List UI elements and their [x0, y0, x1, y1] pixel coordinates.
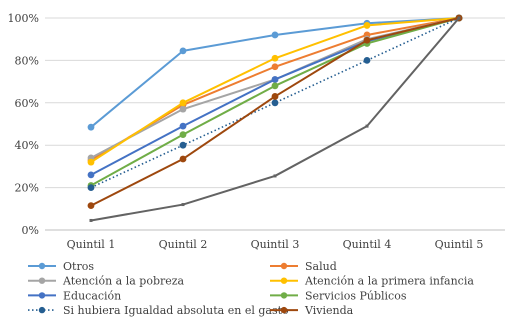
legend-item-servicios-publicos: Servicios Públicos — [270, 289, 407, 302]
legend-swatch-marker — [38, 292, 46, 299]
legend-label: Atención a la pobreza — [62, 275, 185, 288]
y-tick-label: 20% — [15, 182, 39, 195]
x-axis-ticks: Quintil 1 Quintil 2 Quintil 3 Quintil 4 Quin… — [67, 238, 484, 251]
legend-item-atencion-a-la-pobreza: Atención a la pobreza — [28, 275, 185, 288]
gridlines — [45, 17, 505, 231]
data-point — [457, 16, 461, 20]
series-line — [90, 17, 460, 164]
data-point — [87, 123, 95, 131]
y-axis-ticks: 0% 20% 40% 60% 80% 100% — [8, 12, 39, 237]
legend-label: Atención a la primera infancia — [304, 275, 474, 288]
data-point — [87, 184, 95, 192]
data-point — [363, 36, 371, 44]
data-point — [179, 47, 187, 55]
data-point — [87, 158, 95, 166]
x-tick-label: Quintil 5 — [435, 238, 484, 251]
x-tick-label: Quintil 4 — [343, 238, 392, 251]
data-point — [179, 99, 187, 107]
series-unlabeled — [89, 16, 461, 222]
legend-label: Servicios Públicos — [305, 289, 407, 302]
legend-swatch-marker — [280, 306, 288, 314]
y-tick-label: 100% — [8, 12, 39, 25]
y-tick-label: 80% — [15, 54, 39, 67]
data-point — [271, 63, 279, 71]
legend-swatch-marker — [38, 277, 46, 284]
legend-item-si-hubiera-igualdad-absoluta-en-el-gasto: Si hubiera Igualdad absoluta en el gasto — [28, 304, 289, 317]
legend-item-salud: Salud — [270, 260, 337, 273]
data-point — [363, 57, 371, 64]
data-point — [179, 131, 187, 139]
legend-swatch-marker — [280, 277, 288, 284]
data-point — [271, 82, 279, 90]
series-line — [90, 17, 460, 207]
legend-swatch-marker — [280, 262, 288, 270]
data-point — [363, 22, 371, 29]
legend-item-atencion-a-la-primera-infancia: Atención a la primera infancia — [270, 275, 474, 288]
data-point — [181, 203, 185, 207]
legend-item-otros: Otros — [28, 260, 94, 273]
y-tick-label: 40% — [15, 139, 39, 152]
series-line — [90, 17, 460, 222]
data-point — [179, 105, 187, 113]
data-point — [89, 218, 93, 222]
series-vivienda — [87, 14, 463, 210]
data-point — [179, 141, 187, 149]
legend-item-vivienda: Vivienda — [270, 304, 354, 317]
legend-label: Salud — [305, 260, 337, 273]
legend-label: Educación — [63, 289, 121, 302]
legend-swatch-marker — [38, 306, 46, 314]
data-point — [273, 174, 277, 178]
data-point — [365, 124, 369, 128]
data-point — [271, 93, 279, 100]
x-tick-label: Quintil 3 — [251, 238, 300, 251]
legend-swatch-marker — [280, 292, 288, 299]
data-point — [87, 202, 95, 210]
y-tick-label: 0% — [22, 224, 39, 237]
data-point — [179, 122, 187, 130]
data-point — [271, 54, 279, 62]
data-point — [271, 76, 279, 83]
legend-swatch-marker — [38, 262, 46, 270]
data-point — [271, 31, 279, 39]
data-point — [179, 155, 187, 163]
data-point — [271, 99, 279, 107]
y-tick-label: 60% — [15, 97, 39, 110]
x-tick-label: Quintil 2 — [159, 238, 208, 251]
series-lines — [87, 14, 463, 222]
legend-label: Otros — [63, 260, 94, 273]
legend-label: Vivienda — [304, 304, 354, 317]
series-atencion-a-la-primera-infancia — [87, 14, 463, 166]
x-tick-label: Quintil 1 — [67, 238, 116, 251]
legend-item-educacion: Educación — [28, 289, 121, 302]
legend-label: Si hubiera Igualdad absoluta en el gasto — [63, 304, 289, 317]
data-point — [87, 171, 95, 179]
legend: Otros Salud Atención a la pobreza Atención … — [28, 260, 474, 317]
